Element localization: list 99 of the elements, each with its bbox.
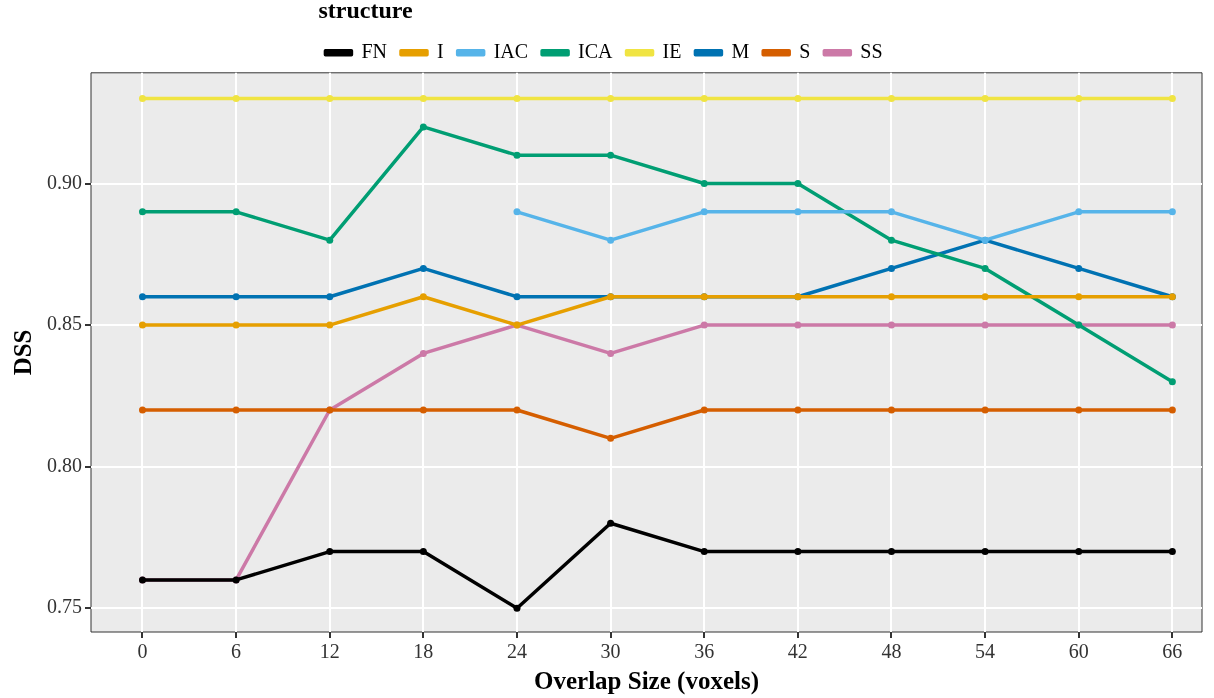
legend-label: FN [361, 40, 388, 63]
point [326, 321, 334, 329]
point [607, 151, 615, 159]
y-tick-label: 0.85 [47, 312, 82, 335]
point [1075, 95, 1083, 103]
point [607, 434, 615, 442]
point [607, 349, 615, 357]
point [513, 151, 521, 159]
point [794, 180, 802, 188]
point [794, 406, 802, 414]
legend-label: IE [662, 40, 682, 63]
point [981, 293, 989, 301]
x-tick-label: 24 [506, 640, 527, 663]
point [794, 208, 802, 216]
point [1168, 378, 1176, 386]
point [419, 264, 427, 272]
point [138, 321, 146, 329]
point [138, 406, 146, 414]
x-tick-label: 30 [600, 640, 621, 663]
point [700, 321, 708, 329]
point [1075, 208, 1083, 216]
x-tick-label: 0 [137, 640, 148, 663]
point [887, 548, 895, 556]
point [138, 95, 146, 103]
y-tick-label: 0.90 [47, 170, 82, 193]
legend-label: I [437, 40, 444, 63]
point [794, 321, 802, 329]
point [326, 236, 334, 244]
point [419, 406, 427, 414]
point [326, 95, 334, 103]
point [138, 293, 146, 301]
point [1075, 548, 1083, 556]
point [887, 406, 895, 414]
y-tick-label: 0.75 [47, 595, 82, 618]
point [607, 519, 615, 527]
point [700, 95, 708, 103]
x-tick-label: 48 [881, 640, 902, 663]
point [513, 95, 521, 103]
x-axis-title: Overlap Size (voxels) [534, 667, 759, 696]
x-tick-label: 54 [975, 640, 996, 663]
y-axis-title: DSS [9, 329, 37, 376]
x-tick-label: 36 [694, 640, 715, 663]
point [419, 548, 427, 556]
point [887, 208, 895, 216]
point [700, 180, 708, 188]
point [607, 236, 615, 244]
point [513, 604, 521, 612]
point [981, 548, 989, 556]
point [419, 95, 427, 103]
point [607, 95, 615, 103]
point [887, 293, 895, 301]
legend-label: SS [860, 40, 883, 63]
point [1075, 264, 1083, 272]
point [794, 95, 802, 103]
point [513, 208, 521, 216]
point [794, 548, 802, 556]
point [887, 264, 895, 272]
point [419, 349, 427, 357]
point [232, 293, 240, 301]
point [1168, 95, 1176, 103]
point [1075, 406, 1083, 414]
legend-label: ICA [578, 40, 614, 63]
x-tick-label: 6 [231, 640, 242, 663]
point [887, 236, 895, 244]
point [232, 321, 240, 329]
point [419, 123, 427, 131]
point [1168, 208, 1176, 216]
point [138, 208, 146, 216]
y-tick-label: 0.80 [47, 453, 82, 476]
point [700, 208, 708, 216]
point [232, 208, 240, 216]
point [981, 264, 989, 272]
x-tick-label: 66 [1162, 640, 1183, 663]
point [981, 321, 989, 329]
legend-label: S [799, 40, 811, 63]
x-tick-label: 12 [319, 640, 340, 663]
point [419, 293, 427, 301]
point [981, 95, 989, 103]
x-tick-label: 18 [413, 640, 434, 663]
point [1168, 548, 1176, 556]
point [513, 406, 521, 414]
legend-title: structure [318, 0, 413, 24]
point [700, 548, 708, 556]
legend-label: IAC [493, 40, 529, 63]
point [1168, 406, 1176, 414]
point [700, 406, 708, 414]
point [1168, 321, 1176, 329]
point [887, 95, 895, 103]
point [326, 293, 334, 301]
point [1075, 293, 1083, 301]
point [326, 548, 334, 556]
x-tick-label: 60 [1068, 640, 1089, 663]
point [232, 95, 240, 103]
point [232, 406, 240, 414]
point [981, 406, 989, 414]
x-tick-label: 42 [787, 640, 808, 663]
legend-label: M [731, 40, 750, 63]
point [513, 293, 521, 301]
point [887, 321, 895, 329]
